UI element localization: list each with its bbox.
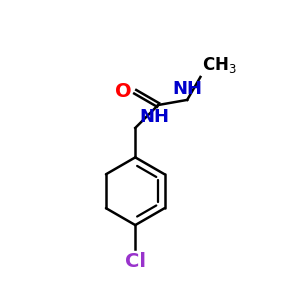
Text: NH: NH <box>140 108 170 126</box>
Text: Cl: Cl <box>125 252 146 271</box>
Text: CH$_3$: CH$_3$ <box>202 56 237 76</box>
Text: NH: NH <box>172 80 202 98</box>
Text: O: O <box>115 82 132 101</box>
